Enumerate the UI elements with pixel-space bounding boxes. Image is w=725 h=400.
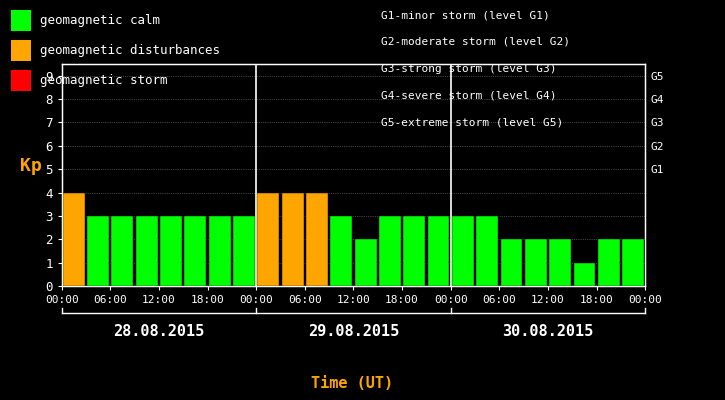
Y-axis label: Kp: Kp	[20, 157, 42, 175]
Bar	[598, 239, 620, 286]
Text: 28.08.2015: 28.08.2015	[113, 324, 204, 340]
Bar	[428, 216, 450, 286]
Bar	[452, 216, 474, 286]
Bar	[233, 216, 255, 286]
Bar	[331, 216, 352, 286]
Text: geomagnetic storm: geomagnetic storm	[40, 74, 167, 87]
Text: geomagnetic calm: geomagnetic calm	[40, 14, 160, 27]
Text: G1-minor storm (level G1): G1-minor storm (level G1)	[381, 10, 550, 20]
Bar	[184, 216, 207, 286]
Text: G2-moderate storm (level G2): G2-moderate storm (level G2)	[381, 37, 570, 47]
Bar	[282, 192, 304, 286]
Bar	[476, 216, 498, 286]
Bar	[355, 239, 376, 286]
Bar	[136, 216, 157, 286]
Text: G4-severe storm (level G4): G4-severe storm (level G4)	[381, 90, 556, 100]
Bar	[379, 216, 401, 286]
Bar	[403, 216, 425, 286]
Bar	[209, 216, 231, 286]
Bar	[160, 216, 182, 286]
Bar	[525, 239, 547, 286]
Bar	[500, 239, 523, 286]
Text: G5-extreme storm (level G5): G5-extreme storm (level G5)	[381, 117, 563, 127]
Text: geomagnetic disturbances: geomagnetic disturbances	[40, 44, 220, 57]
Bar	[63, 192, 85, 286]
Text: 30.08.2015: 30.08.2015	[502, 324, 594, 340]
Bar	[87, 216, 109, 286]
Bar	[306, 192, 328, 286]
Bar	[112, 216, 133, 286]
Text: G3-strong storm (level G3): G3-strong storm (level G3)	[381, 64, 556, 74]
Text: Time (UT): Time (UT)	[310, 376, 393, 391]
Bar	[622, 239, 644, 286]
Bar	[573, 263, 595, 286]
Bar	[257, 192, 279, 286]
Bar	[550, 239, 571, 286]
Text: 29.08.2015: 29.08.2015	[308, 324, 399, 340]
